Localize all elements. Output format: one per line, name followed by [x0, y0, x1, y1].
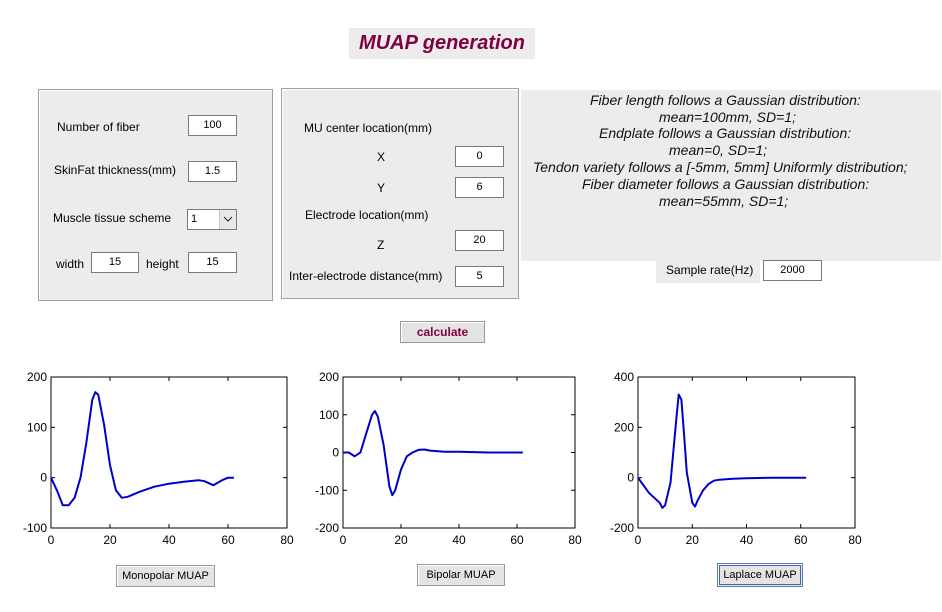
- z-input[interactable]: 20: [455, 230, 504, 251]
- plot-area: [50, 376, 288, 529]
- monopolar-muap-button[interactable]: Monopolar MUAP: [116, 565, 215, 587]
- x-tick-label: 20: [103, 533, 117, 547]
- info-line: Fiber length follows a Gaussian distribu…: [590, 92, 861, 108]
- calculate-button[interactable]: calculate: [400, 321, 485, 343]
- location-parameters-panel: MU center location(mm) X 0 Y 6 Electrode…: [281, 88, 519, 299]
- electrode-label: Electrode location(mm): [305, 208, 429, 222]
- x-tick-label: 0: [635, 533, 642, 547]
- muscle-scheme-select[interactable]: 1: [187, 209, 237, 230]
- x-tick-label: 0: [340, 533, 347, 547]
- skinfat-input[interactable]: 1.5: [188, 161, 237, 182]
- ied-input[interactable]: 5: [455, 266, 504, 287]
- width-input[interactable]: 15: [91, 252, 139, 273]
- y-tick-label: -200: [315, 521, 339, 535]
- sample-rate-label: Sample rate(Hz): [666, 263, 754, 277]
- info-line: mean=100mm, SD=1;: [659, 109, 796, 125]
- x-tick-label: 40: [162, 533, 176, 547]
- y-tick-label: 400: [614, 370, 634, 384]
- x-tick-label: 40: [452, 533, 466, 547]
- y-label: Y: [377, 181, 386, 195]
- y-tick-label: 200: [27, 370, 47, 384]
- laplace-muap-button[interactable]: Laplace MUAP: [717, 563, 803, 587]
- y-input[interactable]: 6: [455, 177, 504, 198]
- sample-rate-label-box: Sample rate(Hz): [656, 259, 760, 283]
- width-label: width: [56, 257, 85, 271]
- skinfat-label: SkinFat thickness(mm): [54, 163, 177, 177]
- mu-center-label: MU center location(mm): [304, 121, 433, 135]
- x-input[interactable]: 0: [455, 146, 504, 167]
- muscle-scheme-value: 1: [191, 213, 198, 225]
- y-tick-label: 200: [614, 420, 634, 434]
- muscle-scheme-label: Muscle tissue scheme: [53, 211, 172, 225]
- sample-rate-input[interactable]: 2000: [763, 260, 822, 281]
- y-tick-label: 0: [40, 471, 47, 485]
- chevron-down-icon[interactable]: [219, 210, 236, 229]
- info-line: Endplate follows a Gaussian distribution…: [599, 125, 852, 141]
- fiber-count-input[interactable]: 100: [188, 115, 237, 136]
- y-tick-label: 100: [319, 408, 339, 422]
- x-tick-label: 40: [740, 533, 754, 547]
- x-tick-label: 80: [568, 533, 582, 547]
- muap-waveform-line: [50, 391, 234, 507]
- page-title: MUAP generation: [349, 28, 535, 59]
- x-tick-label: 20: [686, 533, 700, 547]
- x-tick-label: 80: [280, 533, 294, 547]
- fiber-parameters-panel: Number of fiber 100 SkinFat thickness(mm…: [38, 89, 273, 301]
- x-tick-label: 60: [794, 533, 808, 547]
- x-tick-label: 60: [221, 533, 235, 547]
- height-label: height: [146, 257, 179, 271]
- x-tick-label: 0: [48, 533, 55, 547]
- info-line: mean=0, SD=1;: [669, 142, 768, 158]
- bipolar-muap-button[interactable]: Bipolar MUAP: [417, 564, 505, 586]
- info-line: Tendon variety follows a [-5mm, 5mm] Uni…: [533, 159, 908, 175]
- muap-waveform-line: [343, 410, 523, 497]
- height-input[interactable]: 15: [188, 252, 237, 273]
- y-tick-label: -200: [610, 521, 634, 535]
- x-tick-label: 60: [510, 533, 524, 547]
- info-line: Fiber diameter follows a Gaussian distri…: [582, 176, 870, 192]
- y-tick-label: -100: [315, 483, 339, 497]
- fiber-count-label: Number of fiber: [57, 120, 140, 134]
- bipolar-chart: 0 20 40 60 80 -200 -100 0 100 200: [315, 370, 582, 547]
- y-tick-label: 200: [319, 370, 339, 384]
- x-tick-label: 20: [394, 533, 408, 547]
- x-label: X: [377, 150, 386, 164]
- distribution-info: Fiber length follows a Gaussian distribu…: [521, 90, 941, 261]
- info-line: mean=55mm, SD=1;: [659, 193, 789, 209]
- y-tick-label: 0: [332, 446, 339, 460]
- ied-label: Inter-electrode distance(mm): [289, 269, 443, 283]
- y-tick-label: 100: [27, 420, 47, 434]
- plot-area: [637, 376, 856, 529]
- x-tick-label: 80: [848, 533, 862, 547]
- z-label: Z: [377, 238, 385, 252]
- y-tick-label: 0: [627, 471, 634, 485]
- y-tick-label: -100: [23, 521, 47, 535]
- muap-waveform-line: [637, 393, 807, 509]
